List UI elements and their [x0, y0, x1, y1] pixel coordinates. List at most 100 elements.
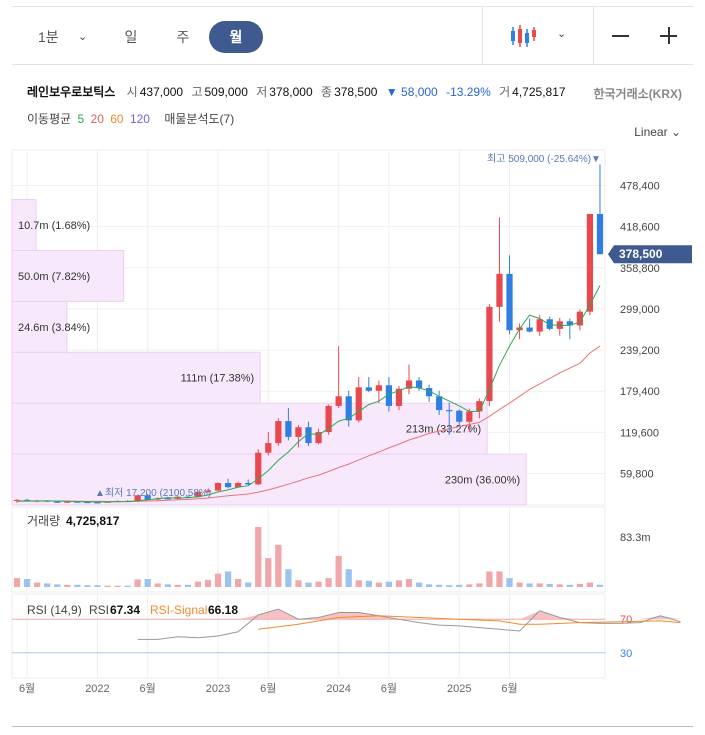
x-tick-label: 2023 [206, 683, 230, 695]
candle-body [335, 396, 342, 406]
exchange-label: 한국거래소(KRX) [593, 87, 682, 101]
rsi-signal-value: 66.18 [208, 603, 238, 617]
candle-body [375, 385, 382, 391]
volume-bar [174, 584, 181, 587]
candlestick-icon[interactable] [509, 23, 539, 51]
bottom-divider [12, 726, 693, 727]
volume-bar [84, 585, 91, 587]
candle-body [235, 482, 242, 488]
volume-title-value: 4,725,817 [66, 514, 120, 528]
volume-bar [265, 558, 272, 587]
candle-body [295, 427, 302, 437]
volume-bar [586, 582, 594, 587]
panel-frame [11, 506, 606, 593]
volume-bar [74, 584, 81, 587]
candle-body [586, 213, 594, 312]
volume-bar [134, 579, 141, 587]
panel-frame [11, 593, 606, 679]
candle-body [164, 498, 171, 500]
low-label: 저 [256, 85, 268, 99]
candle-body [64, 501, 71, 503]
volume-bar [34, 582, 41, 587]
top-divider [12, 6, 693, 7]
timeframe-day-button[interactable]: 일 [124, 29, 138, 45]
volume-bar [295, 580, 302, 587]
high-annotation: 최고 509,000 (-25.64%)▼ [487, 153, 601, 165]
scale-selector[interactable]: Linear ⌄ [634, 125, 681, 139]
last-price-label: 378,500 [619, 247, 663, 261]
candle-body [204, 490, 212, 492]
rsi-signal-label: RSI-Signal [150, 603, 207, 617]
candle-body [345, 396, 352, 421]
y-tick-label: 239,200 [620, 345, 660, 357]
timeframe-minute-button[interactable]: 1분 ⌄ [38, 21, 94, 53]
timeframe-month-button[interactable]: 월 [209, 21, 263, 53]
y-tick-label: 119,600 [620, 427, 659, 439]
candle-body [255, 452, 262, 485]
ma-period-5: 5 [77, 112, 85, 126]
timeframe-week-button[interactable]: 주 [176, 29, 190, 45]
rsi-title: RSI (14,9) [27, 603, 82, 617]
volume-bar [94, 585, 101, 587]
volume-bar [536, 583, 543, 587]
candle-body [576, 311, 583, 326]
candle-body [305, 427, 312, 444]
volume-bar [506, 578, 513, 587]
ma-period-20: 20 [90, 112, 104, 126]
high-label: 고 [191, 85, 203, 99]
volume-bar [54, 584, 61, 587]
candle-body [436, 396, 443, 411]
candle-body [224, 482, 232, 488]
x-tick-label: 2024 [326, 683, 350, 695]
y-tick-label: 418,600 [620, 222, 660, 234]
rsi-y-tick-70: 70 [620, 614, 632, 626]
volume-bar [144, 579, 151, 587]
volume-bar [456, 584, 463, 587]
chart-type-chevron-icon[interactable]: ⌄ [557, 28, 567, 40]
volume-bar [104, 585, 111, 587]
x-tick-label: 6월 [140, 682, 156, 695]
candle-body [496, 273, 503, 307]
volume-profile-bar [11, 249, 125, 302]
candle-body [84, 501, 91, 504]
y-tick-label: 59,800 [620, 468, 654, 480]
low-value: 378,000 [269, 85, 313, 99]
candle-body [194, 491, 202, 498]
volume-bar [516, 582, 523, 587]
ma-period-60: 60 [110, 112, 124, 126]
plus-icon[interactable] [658, 21, 680, 51]
volume-bar [184, 584, 192, 587]
volume-profile-bar [11, 351, 261, 404]
candle-body [405, 380, 413, 389]
close-label: 종 [321, 85, 333, 99]
y-tick-label: 358,800 [620, 263, 660, 275]
last-price-tag [608, 245, 692, 264]
volume-profile-label: 230m (36.00%) [445, 475, 520, 487]
volume-bar [235, 579, 242, 587]
volume-profile-label: 24.6m (3.84%) [18, 322, 90, 334]
volume-profile-label: 10.7m (1.68%) [18, 220, 90, 232]
candle-body [596, 213, 604, 255]
rsi-signal-line [258, 615, 681, 630]
volume-bar [466, 584, 473, 587]
rsi-line [137, 608, 681, 640]
candle-body [144, 495, 151, 500]
candle-body [526, 327, 533, 332]
minus-icon[interactable] [610, 21, 632, 51]
candle-body [94, 502, 101, 504]
volume-bar [546, 583, 553, 587]
chevron-down-icon: ⌄ [670, 125, 681, 139]
toolbar-divider [482, 7, 483, 64]
rsi-label: RSI [89, 603, 109, 617]
y-tick-label: 179,400 [620, 386, 660, 398]
change-value: 58,000 [401, 85, 438, 99]
rsi-overbought-fill [137, 609, 681, 620]
rsi-y-tick-30: 30 [620, 648, 632, 660]
volume-bar [285, 569, 292, 587]
low-annotation: ▲최저 17,200 (2100.58%) [95, 487, 211, 499]
candle-body [315, 432, 322, 444]
volume-bar [335, 555, 342, 587]
indicator-row[interactable]: 이동평균 5 20 60 120 매물분석도(7) [27, 110, 237, 127]
volume-bar [526, 583, 533, 587]
